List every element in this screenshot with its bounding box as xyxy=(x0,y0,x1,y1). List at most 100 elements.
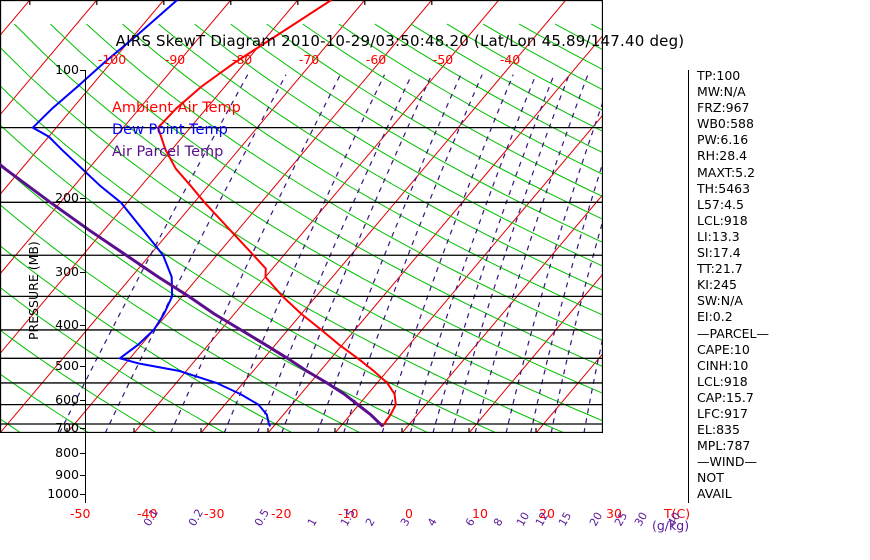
dry-adiabat-line xyxy=(50,23,603,368)
pressure-tick-mark xyxy=(80,494,85,495)
mixing-ratio-line xyxy=(223,74,386,433)
pressure-tick-mark xyxy=(80,197,85,199)
profile-curves xyxy=(0,0,397,428)
isotherm-line xyxy=(0,0,31,37)
mixing-ratio-line xyxy=(343,74,483,433)
mixing-ratio-tick-30: 30 xyxy=(632,509,651,529)
air-parcel-temp-curve xyxy=(0,162,384,428)
isotherm-line xyxy=(401,193,603,433)
top-temp-tick--60: -60 xyxy=(365,52,387,67)
pressure-tick-500: 500 xyxy=(55,358,79,374)
skewt-canvas xyxy=(0,0,603,433)
index-item-11: SI:17.4 xyxy=(697,245,741,261)
index-item-16: —PARCEL— xyxy=(697,325,769,341)
index-item-18: CINH:10 xyxy=(697,357,749,373)
pressure-tick-700: 700 xyxy=(55,420,79,436)
index-item-25: NOT xyxy=(697,470,724,486)
page-title: AIRS SkewT Diagram 2010-10-29/03:50:48.2… xyxy=(115,32,685,50)
pressure-tick-mark xyxy=(80,70,85,71)
pressure-tick-900: 900 xyxy=(55,466,79,482)
axis-right xyxy=(688,70,689,503)
dry-adiabat-line xyxy=(0,418,22,433)
legend-item-0: Ambient Air Temp xyxy=(112,100,241,116)
mixing-ratio-tick-0.5: 0.5 xyxy=(251,506,272,529)
index-item-17: CAPE:10 xyxy=(697,341,750,357)
dry-adiabat-line xyxy=(14,23,603,394)
isotherm-line xyxy=(535,352,603,433)
dry-adiabat-line xyxy=(230,23,603,244)
index-item-3: WB0:588 xyxy=(697,116,754,132)
pressure-tick-mark xyxy=(80,325,85,327)
top-temp-tick--80: -80 xyxy=(231,52,253,67)
dry-adiabat-line xyxy=(482,23,603,91)
index-item-24: —WIND— xyxy=(697,454,758,470)
bottom-temp-tick--50: -50 xyxy=(70,506,91,521)
index-item-1: MW:N/A xyxy=(697,84,746,100)
index-item-13: KI:245 xyxy=(697,277,737,293)
dry-adiabat-line xyxy=(0,163,429,433)
dewpoint-temp-curve xyxy=(31,0,272,427)
dry-adiabat-line xyxy=(266,23,603,220)
pressure-tick-mark xyxy=(80,474,85,476)
mixing-ratio-tick-10: 10 xyxy=(513,509,533,529)
mixing-ratio-line xyxy=(432,74,555,433)
index-item-22: EL:835 xyxy=(697,422,740,438)
index-item-8: L57:4.5 xyxy=(697,196,744,212)
index-item-12: TT:21.7 xyxy=(697,261,743,277)
index-item-23: MPL:787 xyxy=(697,438,751,454)
index-item-19: LCL:918 xyxy=(697,373,748,389)
index-item-5: RH:28.4 xyxy=(697,148,748,164)
mixing-ratio-tick-4: 4 xyxy=(424,515,440,529)
mixing-ratio-tick-1: 1 xyxy=(305,515,320,529)
pressure-tick-mark xyxy=(80,428,85,430)
mixing-ratio-unit-label: (g/kg) xyxy=(652,518,690,533)
dry-adiabat-line xyxy=(86,23,603,342)
axis-left xyxy=(85,70,86,503)
bottom-temp-tick-10: 10 xyxy=(472,506,488,521)
dry-adiabat-line xyxy=(0,124,497,433)
bottom-temp-tick--40: -40 xyxy=(137,506,158,521)
bottom-temp-tick-20: 20 xyxy=(539,506,555,521)
index-item-4: PW:6.16 xyxy=(697,132,749,148)
isotherm-line xyxy=(0,0,366,433)
sounding-index-panel: TP:100 MW:N/A FRZ:967 WB0:588 PW:6.16 RH:28.4… xyxy=(697,68,867,503)
index-item-0: TP:100 xyxy=(697,68,741,83)
pressure-tick-600: 600 xyxy=(55,391,79,407)
grid-lines xyxy=(0,0,603,433)
mixing-ratio-tick-15: 15 xyxy=(556,509,575,529)
dry-adiabat-line xyxy=(158,23,603,291)
pressure-tick-100: 100 xyxy=(55,62,79,77)
dry-adiabat-line xyxy=(0,329,158,433)
bottom-temp-tick--10: -10 xyxy=(338,506,359,521)
index-item-10: LI:13.3 xyxy=(697,228,740,244)
legend-item-2: Air Parcel Temp xyxy=(112,144,224,160)
dry-adiabat-line xyxy=(0,286,226,433)
plot-border xyxy=(0,0,603,433)
top-temp-tick--50: -50 xyxy=(432,52,454,67)
bottom-temp-tick-30: 30 xyxy=(606,506,622,521)
isotherm-line xyxy=(334,114,603,433)
dry-adiabat-line xyxy=(0,204,361,433)
isotherm-line xyxy=(468,273,603,433)
bottom-temp-tick--20: -20 xyxy=(271,506,292,521)
mixing-ratio-line xyxy=(256,74,413,433)
legend-item-1: Dew Point Temp xyxy=(112,122,228,138)
dry-adiabat-line xyxy=(302,23,603,198)
isotherm-line xyxy=(0,0,98,116)
temp-unit-label: T(C) xyxy=(664,506,691,521)
top-temp-tick--90: -90 xyxy=(164,52,186,67)
ambient-temp-curve xyxy=(156,0,397,427)
dry-adiabat-line xyxy=(0,245,293,433)
pressure-tick-mark xyxy=(80,366,85,368)
isotherm-line xyxy=(0,0,232,275)
pressure-tick-300: 300 xyxy=(55,264,79,280)
dry-adiabat-line xyxy=(194,23,603,267)
isotherm-line xyxy=(0,0,299,355)
dry-adiabat-line xyxy=(374,23,603,154)
dry-adiabat-line xyxy=(0,373,90,433)
index-item-9: LCL:918 xyxy=(697,212,748,228)
mixing-ratio-tick-2: 2 xyxy=(362,515,378,529)
top-temp-tick--100: -100 xyxy=(97,52,127,67)
pressure-axis-label: PRESSURE (MB) xyxy=(26,241,41,340)
pressure-tick-200: 200 xyxy=(55,189,79,205)
